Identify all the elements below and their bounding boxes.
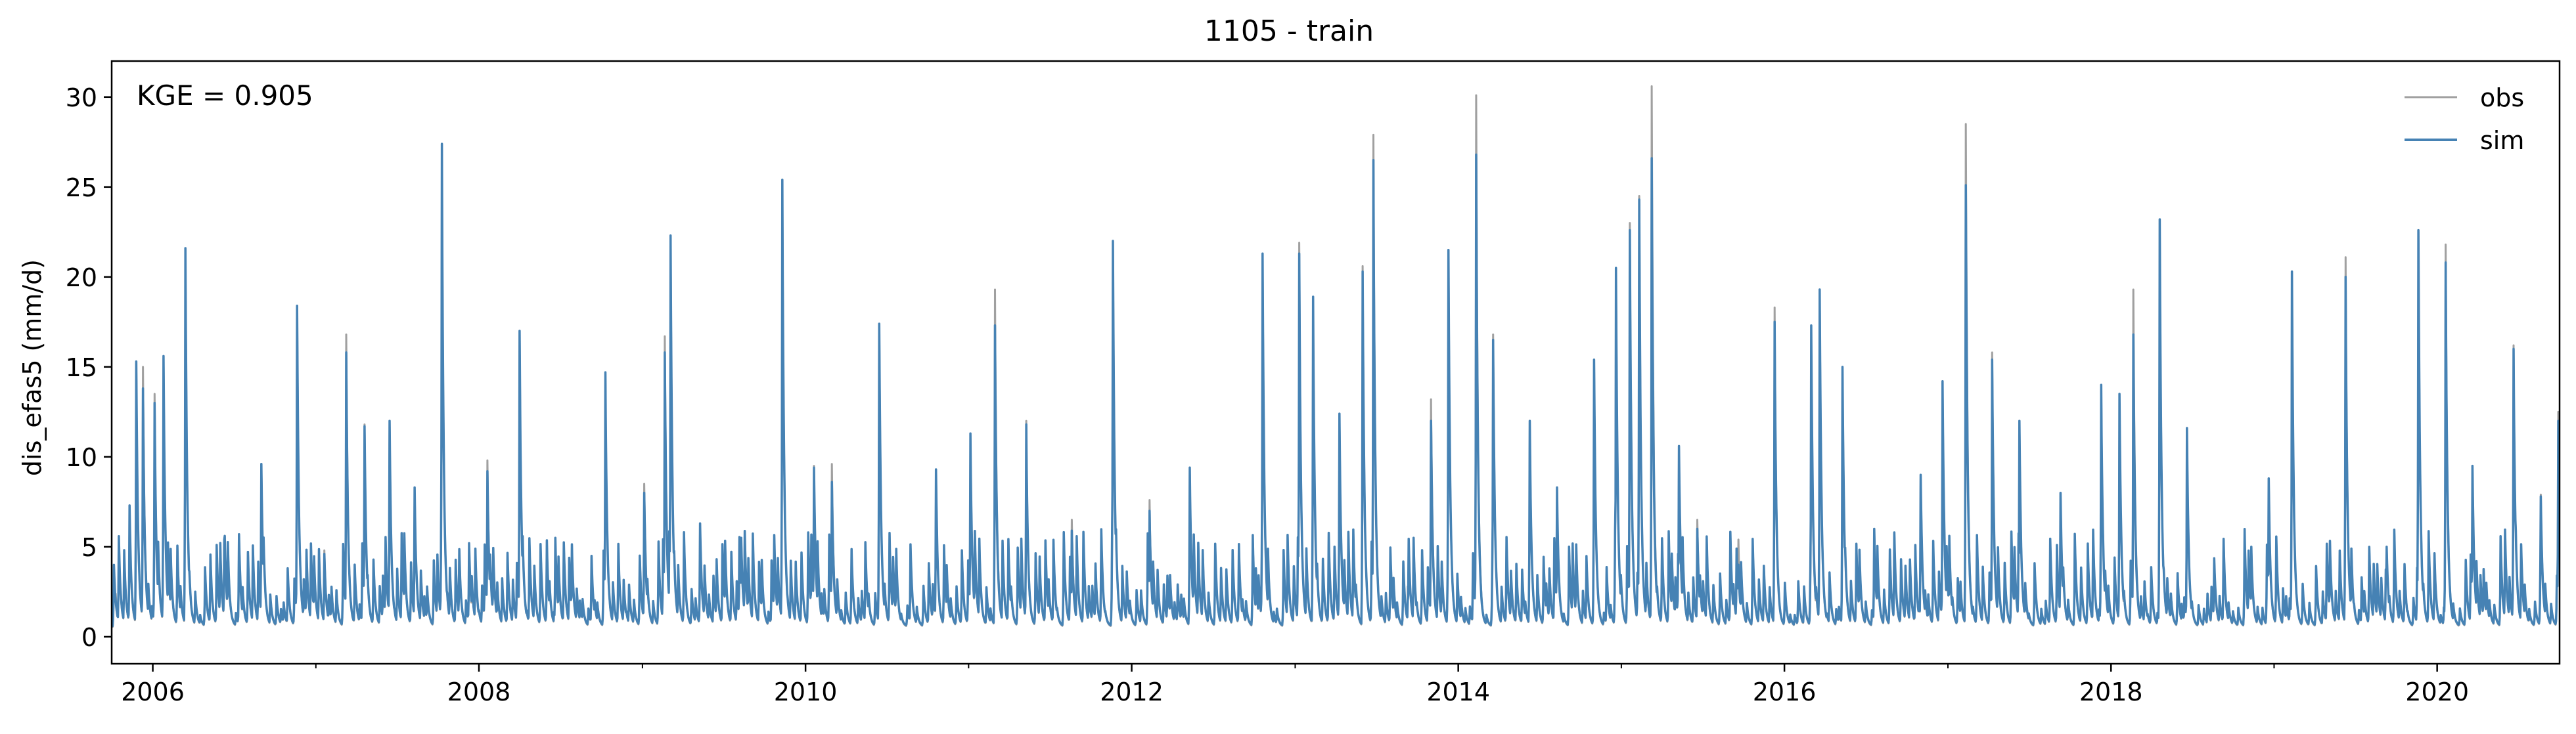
- x-tick-label: 2010: [774, 678, 838, 706]
- x-axis-ticks: 2006 2008 2010 2012 2014 2016 2018 2020: [121, 664, 2469, 706]
- y-axis-ticks: 0 5 10 15 20 25 30: [66, 83, 112, 652]
- x-tick-label: 2012: [1100, 678, 1164, 706]
- y-tick-label: 30: [66, 83, 97, 112]
- series-layer: [112, 85, 2560, 628]
- axes-frame: [110, 60, 2561, 665]
- legend-label-obs: obs: [2480, 83, 2524, 112]
- y-tick-label: 0: [81, 623, 97, 652]
- x-tick-label: 2014: [1426, 678, 1490, 706]
- legend-label-sim: sim: [2480, 126, 2524, 155]
- chart-title: 1105 - train: [1204, 14, 1374, 48]
- y-tick-label: 20: [66, 263, 97, 292]
- y-tick-label: 10: [66, 443, 97, 472]
- legend: obs sim: [2405, 83, 2524, 155]
- y-tick-label: 25: [66, 173, 97, 202]
- kge-annotation: KGE = 0.905: [137, 79, 313, 112]
- y-tick-label: 5: [81, 533, 97, 562]
- x-tick-label: 2008: [447, 678, 511, 706]
- y-tick-label: 15: [66, 353, 97, 382]
- y-axis-label: dis_efas5 (mm/d): [18, 259, 47, 476]
- x-tick-label: 2018: [2079, 678, 2143, 706]
- x-tick-label: 2020: [2405, 678, 2469, 706]
- x-tick-label: 2006: [121, 678, 185, 706]
- x-tick-label: 2016: [1753, 678, 1817, 706]
- series-line-sim: [112, 142, 2560, 628]
- plot-area: 2006 2008 2010 2012 2014 2016 2018 2020 0 5 10 15 2…: [66, 60, 2561, 706]
